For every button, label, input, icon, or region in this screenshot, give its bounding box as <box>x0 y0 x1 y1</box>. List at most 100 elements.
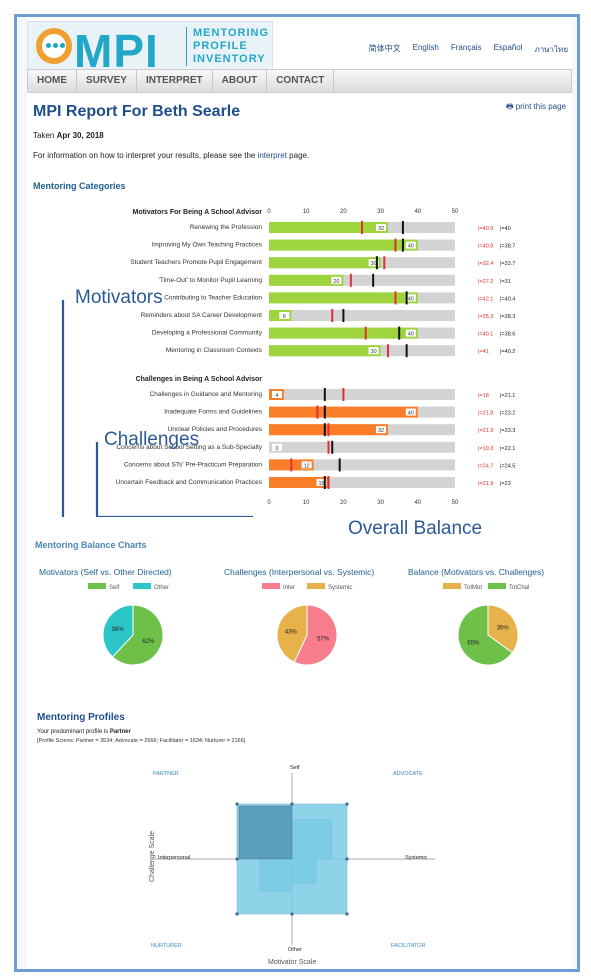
section-title-categories: Mentoring Categories <box>33 181 126 191</box>
motivator-value-box <box>331 276 342 284</box>
motivator-black-value: |=40.4 <box>500 296 515 302</box>
challenge-value: 16 <box>318 481 324 487</box>
challenge-value-box <box>272 391 282 398</box>
pie-percent-label: 35% <box>497 626 510 632</box>
challenge-black-marker <box>323 405 326 419</box>
challenge-black-marker <box>323 388 326 401</box>
motivator-value: 40 <box>408 332 414 338</box>
motivator-value: 30 <box>371 261 377 267</box>
motivator-red-value: |=40.1 <box>478 332 493 338</box>
pie-title-challenges: Challenges (Interpersonal vs. Systemic) <box>224 567 375 577</box>
motivator-red-marker <box>349 273 352 287</box>
challenge-red-marker <box>327 423 330 437</box>
challenge-label: Concerns about School Setting as a Sub-S… <box>116 444 262 451</box>
motivator-red-marker <box>361 221 363 234</box>
challenge-black-value: |=24.5 <box>500 463 515 469</box>
motivator-bar <box>269 239 418 251</box>
motivator-black-marker <box>372 273 375 287</box>
motivator-label: Reminders about SA Career Development <box>141 312 263 319</box>
challenges-tick-30: 30 <box>377 500 384 506</box>
challenge-red-value: |=19.3 <box>478 446 493 452</box>
challenge-bar-track <box>269 441 455 453</box>
motivator-bar <box>269 257 381 269</box>
challenge-red-value: |=21.9 <box>478 428 493 434</box>
quadrant-nurturer: NURTURER <box>151 943 182 949</box>
motivator-label: 'Time-Out' to Monitor Pupil Learning <box>159 277 263 284</box>
mpi-logo[interactable]: MPI MENTORING PROFILE INVENTORY <box>27 21 273 77</box>
motivator-value: 32 <box>378 226 384 232</box>
motivator-label: Renewing the Profession <box>190 224 263 231</box>
profile-point <box>235 857 239 861</box>
challenge-value-box <box>316 479 327 486</box>
pie-slice <box>102 604 134 658</box>
nav-about[interactable]: ABOUT <box>213 70 268 92</box>
challenge-black-marker <box>323 476 326 489</box>
lang-thai[interactable]: ภาษาไทย <box>534 45 568 54</box>
motivator-black-value: |=31 <box>500 279 511 285</box>
challenge-black-value: |=23.2 <box>500 411 515 417</box>
lang-english[interactable]: English <box>412 43 439 52</box>
motivator-label: Improving My Own Teaching Practices <box>152 242 263 249</box>
motivator-black-value: |=28.3 <box>500 314 515 320</box>
challenge-red-marker <box>327 476 330 489</box>
challenge-black-marker <box>323 423 326 437</box>
challenge-red-marker <box>316 405 319 419</box>
nav-interpret[interactable]: INTERPRET <box>137 70 213 92</box>
legend-label: TotMot <box>464 585 482 591</box>
nav-survey[interactable]: SURVEY <box>77 70 137 92</box>
motivator-bar <box>269 345 381 357</box>
balance-pie-charts: Self Other 62% 38% Inter Systemic 57% 43% TotMot… <box>88 583 529 666</box>
quadrant-facilitator: FACILITATOR <box>391 943 426 949</box>
info-text: For information on how to interpret your… <box>33 151 310 160</box>
lang-spanish[interactable]: Español <box>493 43 523 52</box>
print-link[interactable]: 🖶 print this page <box>505 102 566 111</box>
challenge-heading: Challenges in Being A School Advisor <box>136 376 263 383</box>
motivator-value: 40 <box>408 244 414 250</box>
pie-slice <box>293 604 338 666</box>
challenges-tick-0: 0 <box>267 500 271 506</box>
challenge-value-box <box>301 461 312 469</box>
pie-percent-label: 65% <box>467 640 480 646</box>
motivator-value: 6 <box>283 314 286 320</box>
motivator-black-value: |=33.7 <box>500 261 515 267</box>
challenge-label: Inadequate Forms and Guidelines <box>164 409 263 416</box>
legend-label: Inter <box>283 585 295 591</box>
lang-chinese[interactable]: 简体中文 <box>368 44 401 53</box>
profile-point <box>345 912 349 916</box>
pie-percent-label: 38% <box>112 627 125 633</box>
motivator-bar <box>269 222 389 233</box>
motivator-value: 40 <box>408 296 414 302</box>
motivator-value-box <box>279 312 290 319</box>
legend-swatch <box>443 583 461 589</box>
axis-systemic: Systemic <box>405 855 428 861</box>
motivator-red-marker <box>394 238 397 252</box>
legend-swatch <box>488 583 506 589</box>
challenge-bar-track <box>269 459 455 471</box>
challenge-value-box <box>405 408 416 416</box>
profile-point <box>290 802 294 806</box>
challenge-black-value: |=23 <box>500 481 511 487</box>
challenge-label: Unclear Policies and Procedures <box>168 426 263 433</box>
motivator-label: Mentoring in Classroom Contexts <box>166 347 263 354</box>
nav-home[interactable]: HOME <box>28 70 77 92</box>
predominant-profile: Your predominant profile is Partner <box>37 729 131 735</box>
motivator-bar-track <box>269 274 455 286</box>
pie-percent-label: 57% <box>317 637 330 643</box>
quadrant-partner: PARTNER <box>153 771 179 777</box>
screenshot-frame: MPI MENTORING PROFILE INVENTORY 简体中文 Engli… <box>14 14 580 972</box>
nav-contact[interactable]: CONTACT <box>267 70 335 92</box>
challenge-value: 32 <box>378 428 384 434</box>
motivators-tick-20: 20 <box>340 209 347 215</box>
legend-swatch <box>307 583 325 589</box>
motivator-black-marker <box>375 256 378 270</box>
lang-french[interactable]: Français <box>450 43 482 52</box>
interpret-link[interactable]: interpret <box>257 151 287 160</box>
challenge-bar-track <box>269 477 455 488</box>
speech-bubble-icon <box>36 28 72 64</box>
logo-text: MPI <box>74 25 159 77</box>
motivator-value-box <box>405 329 416 337</box>
motivator-red-value: |=40.9 <box>478 226 493 232</box>
motivator-red-value: |=42.1 <box>478 296 493 302</box>
motivator-black-marker <box>401 221 404 234</box>
